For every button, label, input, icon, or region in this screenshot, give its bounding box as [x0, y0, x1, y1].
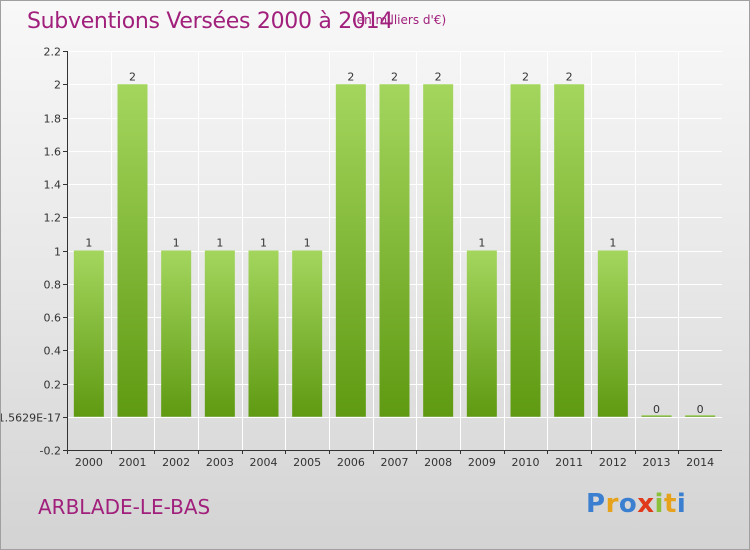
data-label-2002: 1 — [173, 237, 180, 250]
data-label-2009: 1 — [478, 237, 485, 250]
axes: -0.2 1.5629E-17 0.2 0.4 0.6 0.8 1 1.2 1.4 1.6 1.8 2… — [1, 46, 722, 469]
bar-2011 — [554, 84, 585, 417]
chart-subtitle: (en milliers d'€) — [352, 13, 447, 27]
y-tick-label: 2.2 — [44, 46, 62, 59]
x-tick-label-2011: 2011 — [555, 456, 583, 469]
x-tick-label-2002: 2002 — [162, 456, 190, 469]
bar-2013 — [641, 415, 672, 417]
data-label-2012: 1 — [609, 237, 616, 250]
x-tick-label-2013: 2013 — [643, 456, 671, 469]
bar-2001 — [117, 84, 148, 417]
bar-2004 — [248, 250, 279, 417]
data-label-2014: 0 — [697, 403, 704, 416]
logo-letter: x — [637, 489, 655, 519]
bar-2007 — [379, 84, 410, 417]
x-tick-label-2007: 2007 — [381, 456, 409, 469]
logo-letter: t — [663, 489, 677, 519]
bar-2009 — [466, 250, 497, 417]
y-tick-label: 0.8 — [44, 279, 62, 292]
x-tick-label-2005: 2005 — [293, 456, 321, 469]
logo-letter: o — [618, 489, 638, 519]
y-tick-label: 1.4 — [44, 179, 62, 192]
x-tick-label-2009: 2009 — [468, 456, 496, 469]
x-tick-label-2004: 2004 — [250, 456, 278, 469]
bar-2010 — [510, 84, 541, 417]
x-tick-label-2000: 2000 — [75, 456, 103, 469]
data-label-2005: 1 — [304, 237, 311, 250]
y-tick-label: 1.2 — [44, 212, 62, 225]
chart-title: Subventions Versées 2000 à 2014 — [27, 9, 394, 34]
bar-2014 — [685, 415, 716, 417]
data-label-2001: 2 — [129, 70, 136, 83]
y-tick-label: 0.4 — [44, 345, 62, 358]
data-label-2011: 2 — [566, 70, 573, 83]
data-label-2013: 0 — [653, 403, 660, 416]
bar-2003 — [204, 250, 235, 417]
bar-2005 — [292, 250, 323, 417]
logo-letter: i — [676, 489, 687, 519]
y-tick-label: 1.5629E-17 — [1, 412, 61, 425]
x-tick-label-2008: 2008 — [424, 456, 452, 469]
data-labels: 1 2 1 1 1 1 2 2 2 1 2 2 1 0 0 — [85, 70, 703, 416]
bar-2006 — [335, 84, 366, 417]
bar-2000 — [73, 250, 104, 417]
y-tick-label: 1 — [54, 246, 61, 259]
x-tick-label-2003: 2003 — [206, 456, 234, 469]
y-tick-label: 1.6 — [44, 146, 62, 159]
bar-2002 — [161, 250, 192, 417]
y-tick-label: 0.2 — [44, 379, 62, 392]
y-tick-label: 0.6 — [44, 312, 62, 325]
x-tick-label-2012: 2012 — [599, 456, 627, 469]
x-tick-label-2010: 2010 — [512, 456, 540, 469]
proxiti-logo[interactable]: Proxiti — [586, 489, 686, 519]
y-tick-label: 1.8 — [44, 113, 62, 126]
x-tick-label-2001: 2001 — [119, 456, 147, 469]
data-label-2006: 2 — [347, 70, 354, 83]
bar-2012 — [597, 250, 628, 417]
data-label-2004: 1 — [260, 237, 267, 250]
logo-letter: r — [605, 489, 619, 519]
y-tick-label: 2 — [54, 79, 61, 92]
data-label-2010: 2 — [522, 70, 529, 83]
logo-letter: i — [654, 489, 664, 519]
y-tick-label: -0.2 — [40, 445, 61, 458]
bars — [73, 84, 716, 417]
bar-2008 — [423, 84, 454, 417]
logo-letter: P — [586, 489, 606, 519]
data-label-2007: 2 — [391, 70, 398, 83]
commune-name: ARBLADE-LE-BAS — [38, 495, 211, 519]
x-tick-label-2014: 2014 — [686, 456, 714, 469]
x-tick-label-2006: 2006 — [337, 456, 365, 469]
data-label-2003: 1 — [216, 237, 223, 250]
data-label-2008: 2 — [435, 70, 442, 83]
data-label-2000: 1 — [85, 237, 92, 250]
